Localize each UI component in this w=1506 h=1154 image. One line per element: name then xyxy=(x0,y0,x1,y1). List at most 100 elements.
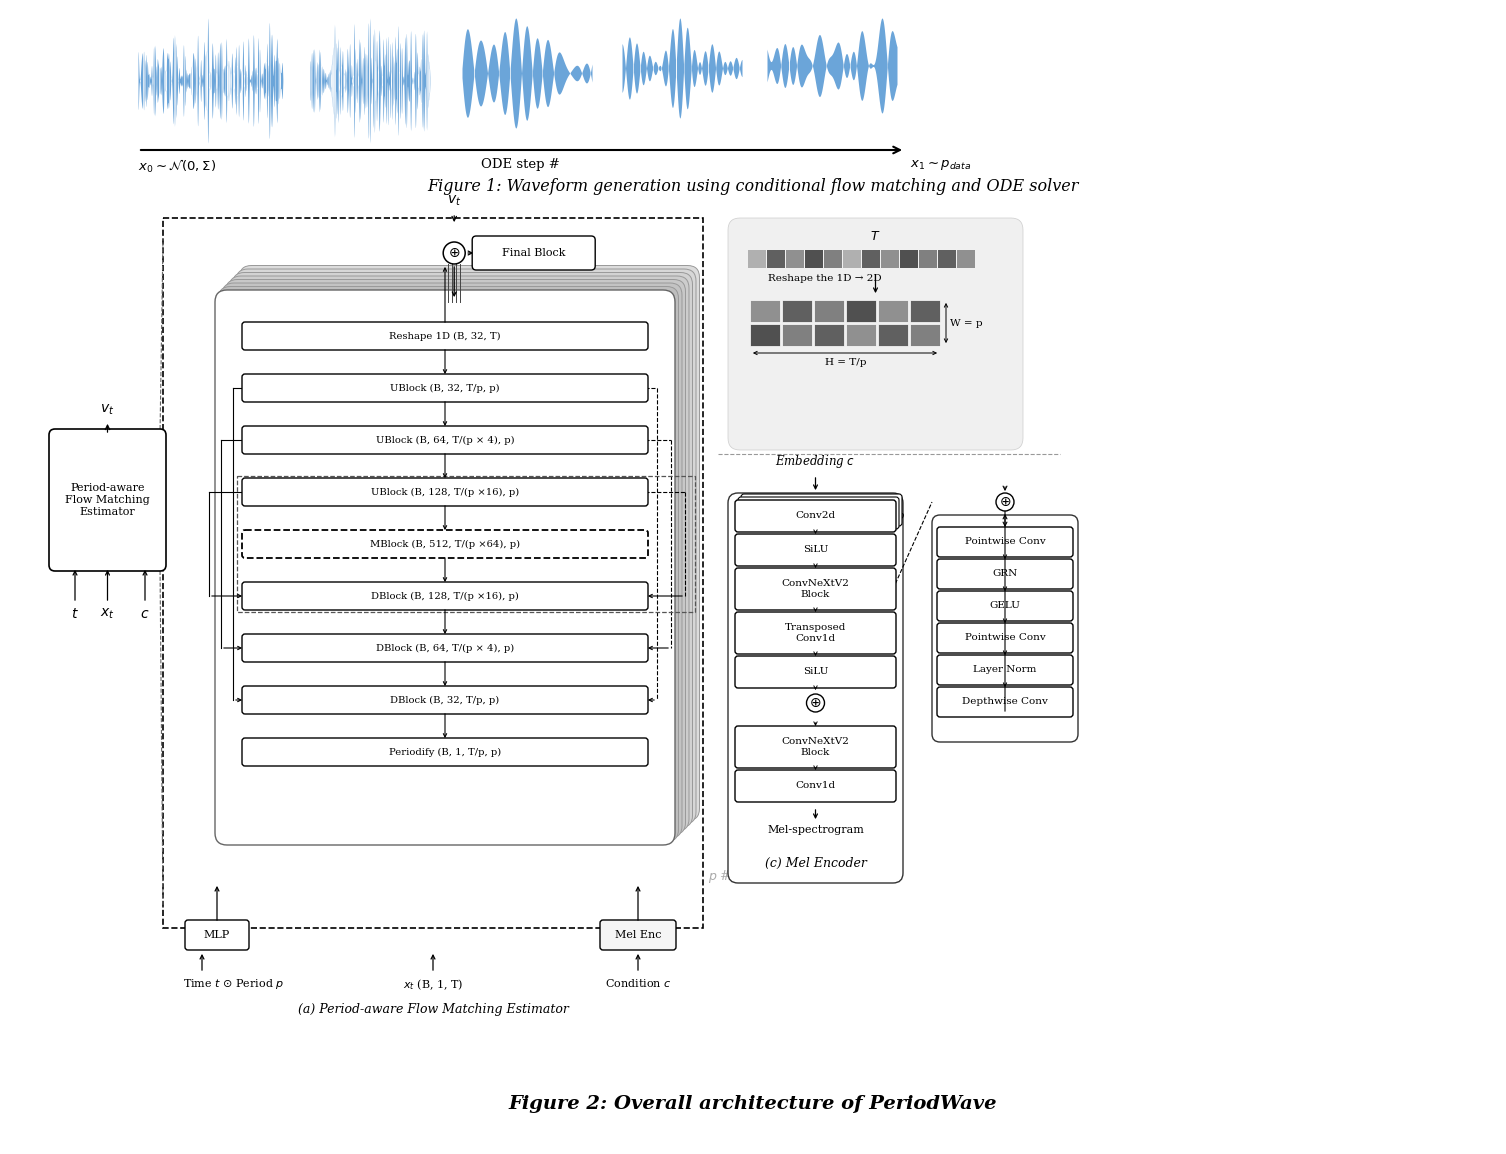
Text: DBlock (B, 128, T/(p ×16), p): DBlock (B, 128, T/(p ×16), p) xyxy=(370,592,520,600)
FancyBboxPatch shape xyxy=(232,272,693,827)
Bar xyxy=(782,324,812,346)
FancyBboxPatch shape xyxy=(735,568,896,610)
Bar xyxy=(878,324,908,346)
Text: Pointwise Conv: Pointwise Conv xyxy=(965,538,1045,547)
Bar xyxy=(910,324,940,346)
Text: GELU: GELU xyxy=(989,601,1021,610)
Text: DBlock (B, 32, T/p, p): DBlock (B, 32, T/p, p) xyxy=(390,696,500,705)
Bar xyxy=(846,324,876,346)
Bar xyxy=(815,324,843,346)
Text: Figure 2: Overall architecture of PeriodWave: Figure 2: Overall architecture of Period… xyxy=(509,1095,997,1112)
Text: DBlock (B, 64, T/(p × 4), p): DBlock (B, 64, T/(p × 4), p) xyxy=(376,644,514,652)
Text: $T$: $T$ xyxy=(870,230,881,243)
Bar xyxy=(163,218,703,928)
Text: $\oplus$: $\oplus$ xyxy=(998,495,1011,509)
Circle shape xyxy=(443,242,465,264)
Text: Pointwise Conv: Pointwise Conv xyxy=(965,634,1045,643)
Text: $\oplus$: $\oplus$ xyxy=(447,246,461,260)
Bar xyxy=(824,250,842,268)
Text: SiLU: SiLU xyxy=(803,546,828,555)
Text: $\oplus$: $\oplus$ xyxy=(809,696,822,710)
Text: W = p: W = p xyxy=(950,320,982,329)
Text: MLP: MLP xyxy=(203,930,230,941)
FancyBboxPatch shape xyxy=(215,290,675,845)
Bar xyxy=(919,250,937,268)
Bar xyxy=(806,250,822,268)
FancyBboxPatch shape xyxy=(242,739,648,766)
FancyBboxPatch shape xyxy=(236,269,696,824)
Bar xyxy=(861,250,880,268)
Text: H = T/p: H = T/p xyxy=(825,358,867,367)
Text: Mel Enc: Mel Enc xyxy=(614,930,661,941)
Text: Reshape the 1D → 2D: Reshape the 1D → 2D xyxy=(768,273,881,283)
Bar xyxy=(786,250,804,268)
Text: $t$: $t$ xyxy=(71,607,78,621)
Text: (a) Period-aware Flow Matching Estimator: (a) Period-aware Flow Matching Estimator xyxy=(298,1003,568,1016)
Text: Period-aware
Flow Matching
Estimator: Period-aware Flow Matching Estimator xyxy=(65,484,151,517)
Text: Condition $c$: Condition $c$ xyxy=(605,977,672,989)
Text: Transposed
Conv1d: Transposed Conv1d xyxy=(785,623,846,643)
FancyBboxPatch shape xyxy=(937,655,1072,685)
Text: UBlock (B, 32, T/p, p): UBlock (B, 32, T/p, p) xyxy=(390,383,500,392)
Text: Periodify (B, 1, T/p, p): Periodify (B, 1, T/p, p) xyxy=(389,748,501,757)
Text: $v_t$: $v_t$ xyxy=(447,194,461,208)
Text: Conv2d: Conv2d xyxy=(795,511,836,520)
Text: GRN: GRN xyxy=(992,570,1018,578)
FancyBboxPatch shape xyxy=(937,527,1072,557)
Text: Final Block: Final Block xyxy=(501,248,565,258)
Bar xyxy=(750,300,780,322)
Text: UBlock (B, 128, T/(p ×16), p): UBlock (B, 128, T/(p ×16), p) xyxy=(370,487,520,496)
FancyBboxPatch shape xyxy=(473,237,595,270)
FancyBboxPatch shape xyxy=(727,493,904,883)
Text: $x_t$ (B, 1, T): $x_t$ (B, 1, T) xyxy=(402,977,464,991)
FancyBboxPatch shape xyxy=(239,265,699,820)
FancyBboxPatch shape xyxy=(937,687,1072,717)
Text: $c$: $c$ xyxy=(140,607,149,621)
Text: ConvNeXtV2
Block: ConvNeXtV2 Block xyxy=(782,579,849,599)
FancyBboxPatch shape xyxy=(727,218,1023,450)
Text: Figure 1: Waveform generation using conditional flow matching and ODE solver: Figure 1: Waveform generation using cond… xyxy=(428,178,1078,195)
Bar xyxy=(843,250,861,268)
Bar xyxy=(938,250,956,268)
Text: ODE step #: ODE step # xyxy=(480,158,559,171)
Text: UBlock (B, 64, T/(p × 4), p): UBlock (B, 64, T/(p × 4), p) xyxy=(375,435,515,444)
FancyBboxPatch shape xyxy=(242,582,648,610)
FancyBboxPatch shape xyxy=(242,322,648,350)
Text: p: p xyxy=(898,511,904,520)
Text: $v_t$: $v_t$ xyxy=(101,403,114,417)
FancyBboxPatch shape xyxy=(242,634,648,662)
Text: $p$ #: $p$ # xyxy=(708,868,732,885)
FancyBboxPatch shape xyxy=(229,276,690,831)
Circle shape xyxy=(807,694,824,712)
FancyBboxPatch shape xyxy=(735,534,896,565)
FancyBboxPatch shape xyxy=(741,494,902,526)
Text: ConvNeXtV2
Block: ConvNeXtV2 Block xyxy=(782,737,849,757)
Text: $x_0 \sim \mathcal{N}(0, \Sigma)$: $x_0 \sim \mathcal{N}(0, \Sigma)$ xyxy=(139,158,217,175)
FancyBboxPatch shape xyxy=(738,497,899,529)
FancyBboxPatch shape xyxy=(242,478,648,505)
Bar xyxy=(815,300,843,322)
FancyBboxPatch shape xyxy=(242,426,648,454)
FancyBboxPatch shape xyxy=(226,279,685,834)
Text: $x_1 \sim p_{data}$: $x_1 \sim p_{data}$ xyxy=(910,158,971,172)
Text: Mel-spectrogram: Mel-spectrogram xyxy=(767,825,864,835)
Bar xyxy=(881,250,899,268)
Text: (c) Mel Encoder: (c) Mel Encoder xyxy=(765,857,866,870)
Text: Layer Norm: Layer Norm xyxy=(973,666,1036,674)
FancyBboxPatch shape xyxy=(735,726,896,769)
Text: Reshape 1D (B, 32, T): Reshape 1D (B, 32, T) xyxy=(389,331,501,340)
FancyBboxPatch shape xyxy=(735,655,896,688)
Bar xyxy=(750,324,780,346)
Bar xyxy=(910,300,940,322)
Text: SiLU: SiLU xyxy=(803,667,828,676)
Bar xyxy=(878,300,908,322)
FancyBboxPatch shape xyxy=(937,559,1072,589)
Text: Time $t$ $\odot$ Period $p$: Time $t$ $\odot$ Period $p$ xyxy=(184,977,285,991)
Bar xyxy=(748,250,767,268)
FancyBboxPatch shape xyxy=(218,286,679,841)
FancyBboxPatch shape xyxy=(735,500,896,532)
Text: MBlock (B, 512, T/(p ×64), p): MBlock (B, 512, T/(p ×64), p) xyxy=(370,539,520,548)
Text: Depthwise Conv: Depthwise Conv xyxy=(962,697,1048,706)
FancyBboxPatch shape xyxy=(221,283,682,838)
FancyBboxPatch shape xyxy=(735,770,896,802)
